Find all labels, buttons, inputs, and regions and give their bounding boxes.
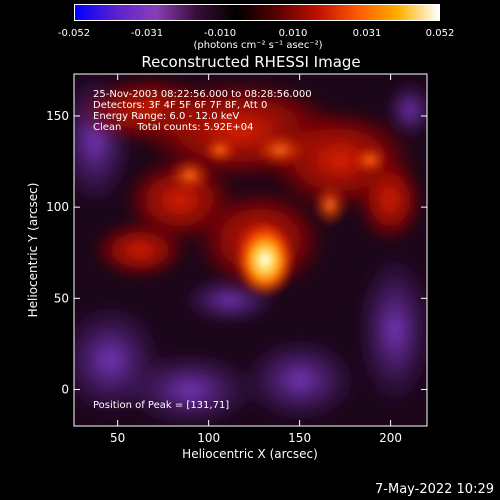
x-axis-label: Heliocentric X (arcsec) bbox=[182, 447, 318, 461]
y-tick-label: 0 bbox=[61, 383, 69, 397]
colorbar bbox=[74, 4, 440, 21]
heatmap-image bbox=[74, 74, 427, 426]
y-tick-label: 150 bbox=[46, 109, 69, 123]
y-tick-label: 100 bbox=[46, 200, 69, 214]
colorbar-unit-label: (photons cm⁻² s⁻¹ asec⁻²) bbox=[193, 40, 323, 51]
colorbar-tick-label: 0.010 bbox=[278, 28, 308, 39]
y-axis-label: Heliocentric Y (arcsec) bbox=[26, 183, 40, 318]
annotation-detectors: Detectors: 3F 4F 5F 6F 7F 8F, Att 0 bbox=[93, 100, 267, 111]
colorbar-tick-label: -0.052 bbox=[57, 28, 91, 39]
annotation-clean-counts: Clean Total counts: 5.92E+04 bbox=[93, 122, 253, 133]
x-tick-label: 150 bbox=[288, 431, 311, 445]
chart-title: Reconstructed RHESSI Image bbox=[141, 53, 361, 71]
plot-frame bbox=[73, 73, 428, 427]
colorbar-gradient bbox=[75, 5, 439, 20]
colorbar-tick-label: 0.052 bbox=[425, 28, 455, 39]
colorbar-tick-label: -0.031 bbox=[130, 28, 164, 39]
colorbar-tick-label: -0.010 bbox=[203, 28, 237, 39]
colorbar-tick-label: 0.031 bbox=[352, 28, 382, 39]
annotation-energy-range: Energy Range: 6.0 - 12.0 keV bbox=[93, 111, 239, 122]
peak-position-label: Position of Peak = [131,71] bbox=[93, 400, 229, 411]
y-tick-label: 50 bbox=[54, 291, 69, 305]
x-tick-label: 100 bbox=[197, 431, 220, 445]
axes: 50 100 150 200 0 50 100 150 bbox=[46, 74, 427, 445]
x-tick-label: 50 bbox=[110, 431, 125, 445]
x-tick-label: 200 bbox=[379, 431, 402, 445]
footer-timestamp: 7-May-2022 10:29 bbox=[375, 482, 494, 497]
annotation-time-range: 25-Nov-2003 08:22:56.000 to 08:28:56.000 bbox=[93, 89, 312, 100]
annotation-block: 25-Nov-2003 08:22:56.000 to 08:28:56.000… bbox=[93, 89, 312, 133]
peak-source bbox=[235, 222, 296, 299]
